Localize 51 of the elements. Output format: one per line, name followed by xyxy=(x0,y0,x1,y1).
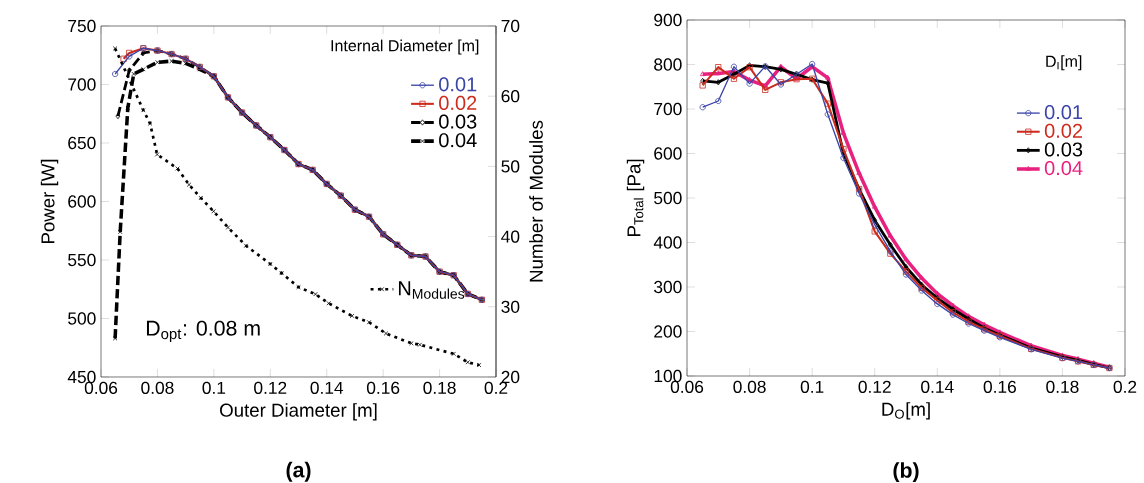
y2-tick-label: 60 xyxy=(501,90,520,103)
legend-label: 0.02 xyxy=(439,95,477,111)
legend-title: D$_{I}$[m] xyxy=(1046,55,1082,71)
y2-axis-title: Number of Modules xyxy=(529,120,543,282)
x-tick-label: 0.18 xyxy=(423,381,456,394)
x-tick-label: 0.2 xyxy=(1113,380,1137,393)
legend-label: N$_{Modules}$ xyxy=(398,281,465,299)
y-tick-label: 750 xyxy=(68,19,96,33)
legend-label: 0.03 xyxy=(1044,142,1083,157)
legend-label: 0.04 xyxy=(439,133,477,148)
x-tick-label: 0.08 xyxy=(733,380,766,393)
x-tick-label: 0.16 xyxy=(983,380,1016,393)
x-tick-label: 0.14 xyxy=(921,380,954,393)
x-tick-label: 0.1 xyxy=(800,380,824,393)
x-tick-label: 0.12 xyxy=(254,381,287,394)
y2-tick-label: 40 xyxy=(501,230,520,243)
y-tick-label: 700 xyxy=(654,102,682,116)
y-tick-label: 400 xyxy=(653,236,682,249)
x-tick-label: 0.1 xyxy=(202,381,226,394)
y-tick-label: 200 xyxy=(654,325,682,338)
y-tick-label: 650 xyxy=(68,136,96,150)
x-axis-title: D$_{O}$[m] xyxy=(882,402,930,420)
y-axis-title: Power [W] xyxy=(40,159,59,244)
legend-label: 0.04 xyxy=(1044,161,1083,176)
x-tick-label: 0.08 xyxy=(141,381,174,394)
annotation: D$_{opt}$: 0.08 m xyxy=(146,320,260,343)
x-tick-label: 0.12 xyxy=(858,380,891,393)
y-tick-label: 700 xyxy=(68,78,96,91)
legend-label: 0.01 xyxy=(439,77,477,92)
x-tick-label: 0.18 xyxy=(1046,380,1079,393)
legend-label: 0.02 xyxy=(1044,123,1083,138)
text: (b) xyxy=(893,462,919,483)
y-tick-label: 300 xyxy=(654,280,682,294)
y-tick-label: 800 xyxy=(654,58,682,71)
x-axis-title: Outer Diameter [m] xyxy=(220,403,377,421)
legend-label: 0.01 xyxy=(1044,105,1083,120)
y2-tick-label: 30 xyxy=(501,300,520,313)
legend-title: Internal Diameter [m] xyxy=(331,39,479,55)
y2-tick-label: 70 xyxy=(501,19,520,33)
y-tick-label: 500 xyxy=(654,191,682,205)
y-axis-title: P$_{Total}$ [Pa] xyxy=(626,159,645,237)
x-tick-label: 0.16 xyxy=(366,381,400,394)
y-tick-label: 550 xyxy=(68,253,96,267)
y-tick-label: 600 xyxy=(654,147,682,160)
text: (a) xyxy=(286,461,311,482)
x-tick-label: 0.14 xyxy=(310,381,344,394)
y-tick-label: 600 xyxy=(68,195,96,208)
y2-tick-label: 50 xyxy=(501,160,520,173)
y-tick-label: 500 xyxy=(68,312,96,325)
y-tick-label: 900 xyxy=(654,13,682,27)
legend-label: 0.03 xyxy=(439,114,477,129)
